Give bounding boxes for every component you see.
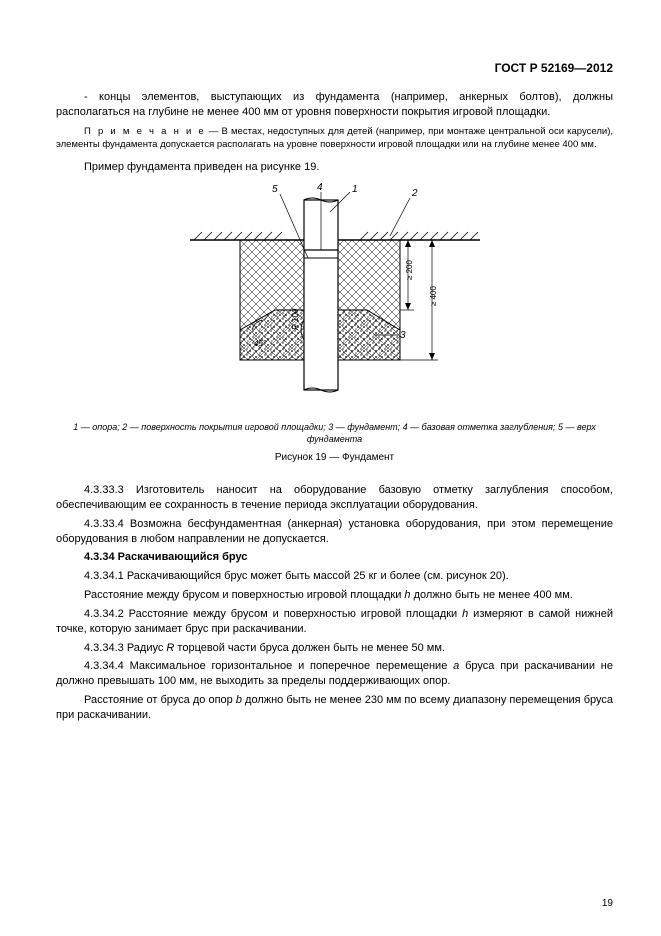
figure-legend: 1 — опора; 2 — поверхность покрытия игро…	[56, 421, 613, 445]
paragraph: 4.3.33.3 Изготовитель наносит на оборудо…	[56, 483, 613, 513]
foundation-diagram: 45° R 100 ≥ 200 ≥ 400 1 2 3	[180, 180, 490, 410]
page-number: 19	[602, 897, 613, 911]
angle-label: 45°	[254, 339, 267, 348]
label-2: 2	[411, 188, 418, 199]
note-label: П р и м е ч а н и е	[84, 126, 206, 137]
radius-label: R 100	[291, 308, 300, 330]
paragraph: - концы элементов, выступающих из фундам…	[56, 90, 613, 120]
paragraph: Расстояние от бруса до опор b должно быт…	[56, 693, 613, 723]
paragraph: 4.3.34.2 Расстояние между брусом и повер…	[56, 607, 613, 637]
label-3: 3	[400, 330, 406, 341]
section-title: 4.3.34 Раскачивающийся брус	[84, 551, 247, 563]
page: ГОСТ Р 52169—2012 - концы элементов, выс…	[0, 0, 661, 936]
note: П р и м е ч а н и е — В местах, недоступ…	[56, 126, 613, 152]
doc-header: ГОСТ Р 52169—2012	[56, 60, 613, 76]
paragraph: Пример фундамента приведен на рисунке 19…	[56, 160, 613, 175]
paragraph: 4.3.33.4 Возможна бесфундаментная (анкер…	[56, 517, 613, 547]
label-1: 1	[352, 184, 358, 195]
label-4: 4	[317, 182, 323, 193]
paragraph: Расстояние между брусом и поверхностью и…	[56, 588, 613, 603]
label-5: 5	[272, 184, 278, 195]
figure-caption: Рисунок 19 — Фундамент	[56, 451, 613, 465]
paragraph: 4.3.34.3 Радиус R торцевой части бруса д…	[56, 641, 613, 656]
dim-200: ≥ 200	[405, 260, 414, 281]
figure-19: 45° R 100 ≥ 200 ≥ 400 1 2 3	[56, 180, 613, 415]
dim-400: ≥ 400	[429, 286, 438, 307]
paragraph: 4.3.34.1 Раскачивающийся брус может быть…	[56, 569, 613, 584]
paragraph: 4.3.34 Раскачивающийся брус	[56, 550, 613, 565]
paragraph: 4.3.34.4 Максимальное горизонтальное и п…	[56, 659, 613, 689]
